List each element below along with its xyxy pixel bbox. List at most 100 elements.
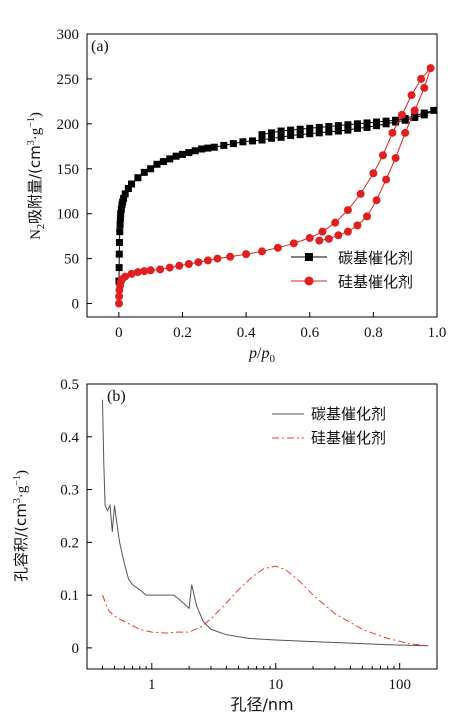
point-a-0-7 (117, 210, 125, 218)
point-a-0-4 (116, 228, 124, 236)
point-a-0-24 (191, 147, 199, 155)
point-a-1-1 (115, 292, 124, 301)
ylabel-a-pre: N (28, 229, 44, 240)
point-a-1-23 (305, 233, 314, 242)
x-tick-label-a-2: 0.4 (237, 325, 256, 341)
point-a-0-56 (373, 118, 381, 126)
point-a-1-32 (407, 91, 416, 100)
point-a-0-41 (344, 126, 352, 134)
point-a-0-30 (239, 138, 247, 146)
point-a-0-10 (119, 198, 127, 206)
point-a-1-31 (398, 110, 406, 119)
legend-label-carbon: 碳基催化剂 (338, 249, 413, 267)
point-a-1-30 (388, 128, 397, 137)
panel-a-ylabel: N2吸附量/(cm3·g−1) (26, 112, 47, 240)
point-a-0-59 (344, 121, 352, 129)
point-a-0-11 (120, 194, 128, 202)
x-tick-label-a-5: 1.0 (428, 325, 447, 341)
series-carbon-catalyst (115, 106, 438, 285)
point-a-0-67 (268, 129, 276, 137)
point-a-0-65 (287, 126, 295, 134)
point-a-0-1 (115, 264, 123, 272)
series-line-b-0 (102, 399, 429, 647)
point-a-1-46 (315, 236, 324, 245)
point-a-0-2 (115, 250, 123, 258)
y-tick-label-a-0: 0 (72, 297, 80, 313)
panel-b-plot-frame (86, 383, 438, 670)
xlabel-a-slash: / (257, 345, 262, 362)
y-tick-label-a-6: 300 (57, 27, 80, 43)
x-tick-label-b-0: 1 (148, 677, 156, 693)
panel-b-xlabel: 孔径/nm (230, 695, 293, 714)
point-a-0-18 (153, 160, 161, 168)
panel-b-ticks: 0 0.1 0.2 0.3 0.4 0.5 1 10 100 (60, 377, 411, 693)
point-a-0-13 (124, 185, 132, 193)
point-a-1-7 (127, 269, 136, 278)
point-a-0-55 (382, 117, 390, 125)
series-line-b-1 (102, 565, 429, 647)
panel-a-plot-frame (86, 33, 438, 318)
y-tick-label-a-2: 100 (57, 207, 80, 223)
point-a-0-3 (115, 238, 123, 246)
point-a-1-41 (363, 212, 371, 221)
point-a-0-63 (306, 124, 314, 132)
point-a-1-6 (121, 272, 130, 281)
y-tick-label-b-1: 0.1 (60, 588, 79, 604)
x-tick-label-a-0: 0 (115, 325, 123, 341)
panel-b-label: (b) (107, 388, 126, 405)
point-a-1-29 (378, 151, 387, 160)
point-a-0-43 (363, 123, 371, 131)
panel-a-xlabel: p/p0 (248, 345, 275, 365)
point-a-0-26 (204, 144, 212, 152)
point-a-0-62 (315, 123, 323, 131)
legend-marker-silicon (304, 276, 314, 286)
panel-a-ticks: 0 50 100 150 200 250 300 0 0.2 0.4 0.6 0.8 1.0 (57, 27, 447, 341)
point-a-0-42 (353, 124, 361, 132)
point-a-0-29 (229, 140, 237, 148)
ylabel-a-mid: 吸附量/(cm (26, 145, 44, 224)
point-a-0-52 (411, 112, 419, 120)
point-a-1-37 (401, 128, 410, 137)
point-a-1-44 (334, 231, 343, 240)
point-a-1-33 (417, 74, 426, 83)
ylabel-a-sub: 2 (36, 224, 47, 229)
point-a-1-38 (391, 153, 400, 162)
point-a-0-36 (296, 131, 304, 139)
y-tick-label-a-4: 200 (57, 117, 80, 133)
ylabel-b-post: ) (14, 470, 30, 475)
point-a-1-9 (140, 267, 149, 276)
x-tick-label-a-1: 0.2 (173, 325, 192, 341)
point-a-1-18 (226, 252, 235, 261)
point-a-0-15 (134, 174, 142, 182)
ylabel-a-sup1: 3 (26, 140, 37, 145)
panel-a: 0 50 100 150 200 250 300 0 0.2 0.4 0.6 0.8 1.0 (a) 碳… (26, 27, 446, 365)
point-a-1-25 (331, 218, 340, 227)
x-tick-label-b-1: 10 (268, 677, 283, 693)
ylabel-b-sup1: 3 (12, 498, 23, 503)
point-a-0-57 (363, 119, 371, 127)
ylabel-a-sup2: −1 (26, 117, 37, 128)
point-a-1-17 (213, 254, 222, 263)
panel-b-ylabel: 孔容积/(cm3·g−1) (12, 470, 30, 582)
legend-label-silicon: 硅基催化剂 (338, 273, 413, 291)
point-a-1-45 (324, 234, 333, 243)
point-a-1-20 (258, 247, 266, 256)
point-a-0-44 (373, 122, 381, 130)
point-a-0-37 (306, 130, 314, 138)
point-a-1-27 (356, 189, 365, 198)
point-a-1-10 (146, 266, 155, 275)
point-a-0-40 (334, 127, 342, 135)
point-a-0-5 (116, 220, 124, 228)
y-tick-label-b-3: 0.3 (60, 483, 79, 499)
point-a-0-17 (147, 165, 155, 173)
point-a-0-12 (121, 190, 129, 198)
point-a-1-35 (420, 83, 429, 92)
ylabel-b-dot: ·g (14, 485, 30, 498)
point-a-0-60 (334, 122, 342, 130)
point-a-0-64 (296, 125, 304, 133)
xlabel-a-p: p (248, 345, 257, 362)
ylabel-b-pre: 孔容积/(cm (12, 503, 30, 582)
point-a-0-51 (420, 109, 428, 117)
panel-b-legend: 碳基催化剂 硅基催化剂 (272, 405, 386, 447)
point-a-1-43 (343, 227, 352, 236)
